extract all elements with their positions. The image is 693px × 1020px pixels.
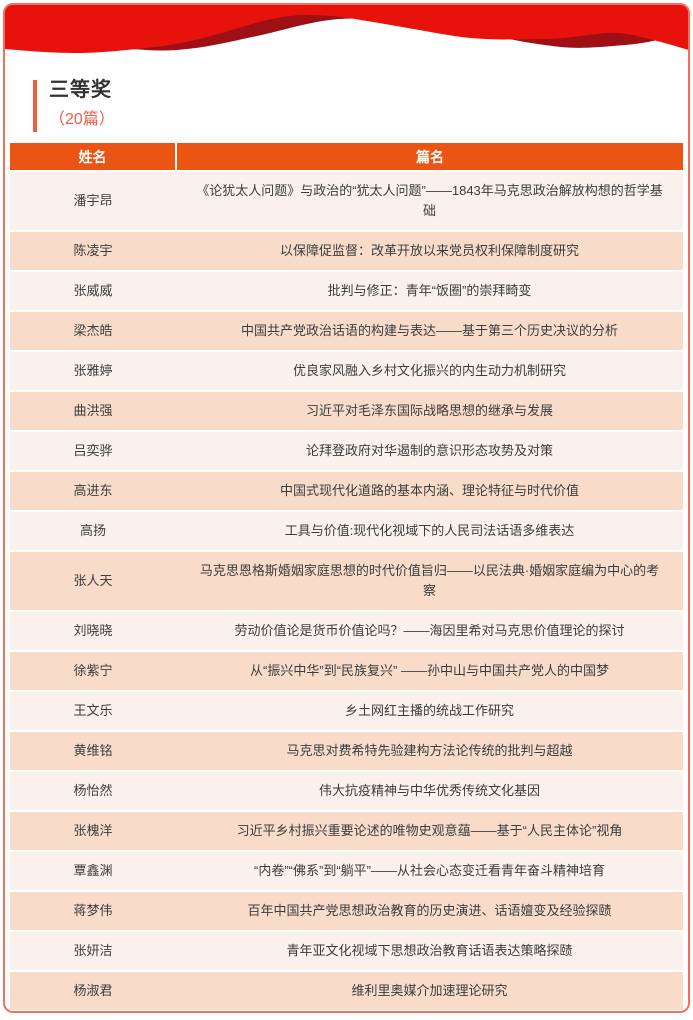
award-count: （20篇） — [49, 111, 115, 128]
title-cell: 批判与修正：青年“饭圈”的崇拜畸变 — [176, 271, 683, 312]
name-cell: 王文乐 — [10, 691, 176, 732]
title-cell: 《论犹太人问题》与政治的“犹太人问题”——1843年马克思政治解放构想的哲学基础 — [176, 171, 683, 232]
title-cell: 青年亚文化视域下思想政治教育话语表达策略探赜 — [176, 931, 683, 972]
table-row: 张威威 批判与修正：青年“饭圈”的崇拜畸变 — [10, 271, 683, 312]
name-cell: 陈凌宇 — [10, 231, 176, 272]
table-row: 张雅婷 优良家风融入乡村文化振兴的内生动力机制研究 — [10, 351, 683, 392]
name-cell: 曲洪强 — [10, 391, 176, 432]
award-title-block: 三等奖 （20篇） — [33, 77, 688, 132]
name-cell: 张妍洁 — [10, 931, 176, 972]
table-row: 蒋梦伟 百年中国共产党思想政治教育的历史演进、话语嬗变及经验探赜 — [10, 891, 683, 932]
table-row: 吕奕骅 论拜登政府对华遏制的意识形态攻势及对策 — [10, 431, 683, 472]
table-row: 梁杰皓 中国共产党政治话语的构建与表达——基于第三个历史决议的分析 — [10, 311, 683, 352]
column-header-name: 姓名 — [10, 143, 177, 172]
name-cell: 徐紫宁 — [10, 651, 176, 692]
name-cell: 潘宇昂 — [10, 171, 176, 232]
title-cell: 马克思恩格斯婚姻家庭思想的时代价值旨归——以民法典·婚姻家庭编为中心的考察 — [176, 551, 683, 612]
table-row: 黄维铭 马克思对费希特先验建构方法论传统的批判与超越 — [10, 731, 683, 772]
table-row: 高进东 中国式现代化道路的基本内涵、理论特征与时代价值 — [10, 471, 683, 512]
title-cell: 乡土网红主播的统战工作研究 — [176, 691, 683, 732]
awards-table: 姓名 篇名 潘宇昂 《论犹太人问题》与政治的“犹太人问题”——1843年马克思政… — [10, 143, 683, 1011]
table-row: 张人天 马克思恩格斯婚姻家庭思想的时代价值旨归——以民法典·婚姻家庭编为中心的考… — [10, 551, 683, 612]
table-header-row: 姓名 篇名 — [10, 143, 683, 172]
title-cell: 工具与价值:现代化视域下的人民司法话语多维表达 — [176, 511, 683, 552]
table-row: 高扬 工具与价值:现代化视域下的人民司法话语多维表达 — [10, 511, 683, 552]
title-cell: 习近平乡村振兴重要论述的唯物史观意蕴——基于“人民主体论”视角 — [176, 811, 683, 852]
name-cell: 覃鑫渊 — [10, 851, 176, 892]
title-cell: 中国式现代化道路的基本内涵、理论特征与时代价值 — [176, 471, 683, 512]
table-row: 刘晓晓 劳动价值论是货币价值论吗？——海因里希对马克思价值理论的探讨 — [10, 611, 683, 652]
name-cell: 张槐洋 — [10, 811, 176, 852]
table-row: 陈凌宇 以保障促监督：改革开放以来党员权利保障制度研究 — [10, 231, 683, 272]
table-row: 曲洪强 习近平对毛泽东国际战略思想的继承与发展 — [10, 391, 683, 432]
title-cell: 优良家风融入乡村文化振兴的内生动力机制研究 — [176, 351, 683, 392]
name-cell: 高进东 — [10, 471, 176, 512]
award-title: 三等奖 — [49, 79, 112, 101]
title-cell: 习近平对毛泽东国际战略思想的继承与发展 — [176, 391, 683, 432]
name-cell: 杨怡然 — [10, 771, 176, 812]
title-cell: 劳动价值论是货币价值论吗？——海因里希对马克思价值理论的探讨 — [176, 611, 683, 652]
name-cell: 张人天 — [10, 551, 176, 612]
title-cell: 从“振兴中华”到“民族复兴” ——孙中山与中国共产党人的中国梦 — [176, 651, 683, 692]
table-row: 杨淑君 维利里奥媒介加速理论研究 — [10, 971, 683, 1011]
table-body: 潘宇昂 《论犹太人问题》与政治的“犹太人问题”——1843年马克思政治解放构想的… — [10, 171, 683, 1011]
page-container: 三等奖 （20篇） 姓名 篇名 潘宇昂 《论犹太人问题》与政治的“犹太人问题”—… — [3, 3, 690, 1013]
name-cell: 高扬 — [10, 511, 176, 552]
title-cell: 伟大抗疫精神与中华优秀传统文化基因 — [176, 771, 683, 812]
name-cell: 刘晓晓 — [10, 611, 176, 652]
title-accent-bar — [33, 80, 37, 132]
name-cell: 蒋梦伟 — [10, 891, 176, 932]
name-cell: 张威威 — [10, 271, 176, 312]
table-row: 张槐洋 习近平乡村振兴重要论述的唯物史观意蕴——基于“人民主体论”视角 — [10, 811, 683, 852]
red-wave-graphic — [5, 5, 688, 53]
name-cell: 吕奕骅 — [10, 431, 176, 472]
title-cell: 维利里奥媒介加速理论研究 — [176, 971, 683, 1011]
table-row: 徐紫宁 从“振兴中华”到“民族复兴” ——孙中山与中国共产党人的中国梦 — [10, 651, 683, 692]
title-cell: 中国共产党政治话语的构建与表达——基于第三个历史决议的分析 — [176, 311, 683, 352]
name-cell: 杨淑君 — [10, 971, 176, 1011]
title-cell: 百年中国共产党思想政治教育的历史演进、话语嬗变及经验探赜 — [176, 891, 683, 932]
title-cell: 马克思对费希特先验建构方法论传统的批判与超越 — [176, 731, 683, 772]
title-cell: “内卷”“佛系”到“躺平”——从社会心态变迁看青年奋斗精神培育 — [176, 851, 683, 892]
name-cell: 黄维铭 — [10, 731, 176, 772]
name-cell: 张雅婷 — [10, 351, 176, 392]
table-row: 覃鑫渊 “内卷”“佛系”到“躺平”——从社会心态变迁看青年奋斗精神培育 — [10, 851, 683, 892]
title-cell: 以保障促监督：改革开放以来党员权利保障制度研究 — [176, 231, 683, 272]
table-row: 潘宇昂 《论犹太人问题》与政治的“犹太人问题”——1843年马克思政治解放构想的… — [10, 171, 683, 232]
table-row: 张妍洁 青年亚文化视域下思想政治教育话语表达策略探赜 — [10, 931, 683, 972]
table-row: 杨怡然 伟大抗疫精神与中华优秀传统文化基因 — [10, 771, 683, 812]
title-cell: 论拜登政府对华遏制的意识形态攻势及对策 — [176, 431, 683, 472]
top-banner — [5, 5, 688, 63]
table-row: 王文乐 乡土网红主播的统战工作研究 — [10, 691, 683, 732]
column-header-title: 篇名 — [176, 143, 683, 172]
name-cell: 梁杰皓 — [10, 311, 176, 352]
